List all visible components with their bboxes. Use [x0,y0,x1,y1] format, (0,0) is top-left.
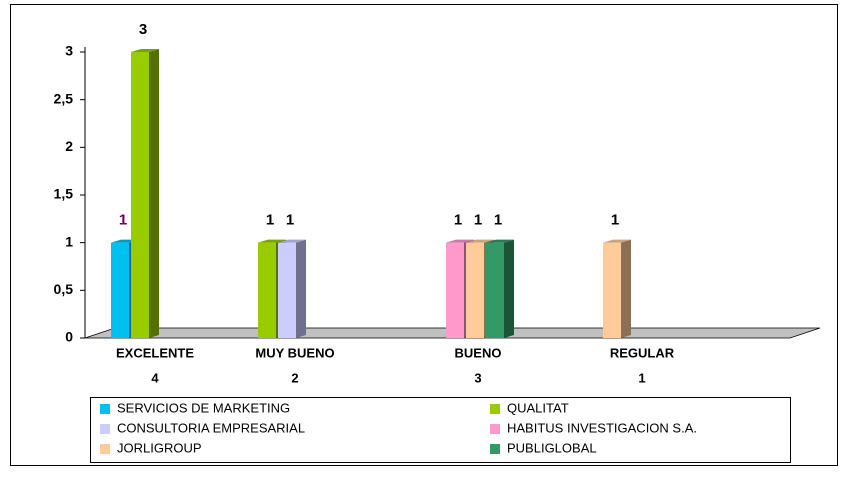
y-tick-label: 1,5 [54,186,74,202]
x-tick-label: BUENO [455,345,502,360]
bar [258,242,276,338]
data-label: 1 [611,212,619,229]
data-label: 1 [474,212,482,229]
legend-swatch [490,404,500,414]
x-tick-total: 4 [151,370,159,385]
y-tick-label: 2,5 [54,90,74,106]
legend-label: QUALITAT [507,400,569,415]
legend-swatch [490,424,500,434]
y-tick-label: 0 [65,329,73,345]
legend-swatch [100,404,110,414]
x-tick-total: 1 [638,370,645,385]
legend-label: SERVICIOS DE MARKETING [117,400,290,415]
bar [603,242,621,338]
data-label: 1 [266,212,274,229]
bar-side [621,239,631,338]
bar-top [486,239,514,243]
x-tick-total: 3 [474,370,481,385]
data-label: 1 [494,212,502,229]
bar-side [149,49,159,338]
data-label: 3 [139,21,147,38]
bar [446,242,464,338]
x-tick-label: MUY BUENO [255,345,334,360]
legend-label: JORLIGROUP [117,440,202,455]
data-label: 1 [454,212,462,229]
data-label: 1 [119,212,127,229]
legend-box [90,397,791,463]
bar-top [131,49,159,52]
legend-swatch [100,444,110,454]
legend-label: PUBLIGLOBAL [507,440,597,455]
bar-side [504,239,514,338]
legend-label: CONSULTORIA EMPRESARIAL [117,420,305,435]
y-tick-label: 0,5 [54,281,74,297]
y-tick-label: 2 [65,138,73,154]
bar [278,242,296,338]
y-tick-label: 3 [65,43,73,59]
data-label: 1 [286,212,294,229]
bar [466,242,484,338]
bar-top [278,239,306,243]
x-tick-label: EXCELENTE [116,345,194,360]
x-tick-total: 2 [291,370,298,385]
bar-top [603,239,631,243]
y-tick-label: 1 [65,233,73,249]
legend-swatch [490,444,500,454]
legend-label: HABITUS INVESTIGACION S.A. [507,420,697,435]
bar-top [258,239,286,243]
legend-swatch [100,424,110,434]
bar-side [296,239,306,338]
x-tick-label: REGULAR [610,345,675,360]
bar [131,52,149,338]
bar-top [446,239,474,243]
bar-top [466,239,494,243]
bar [111,242,129,338]
bar [486,242,504,338]
